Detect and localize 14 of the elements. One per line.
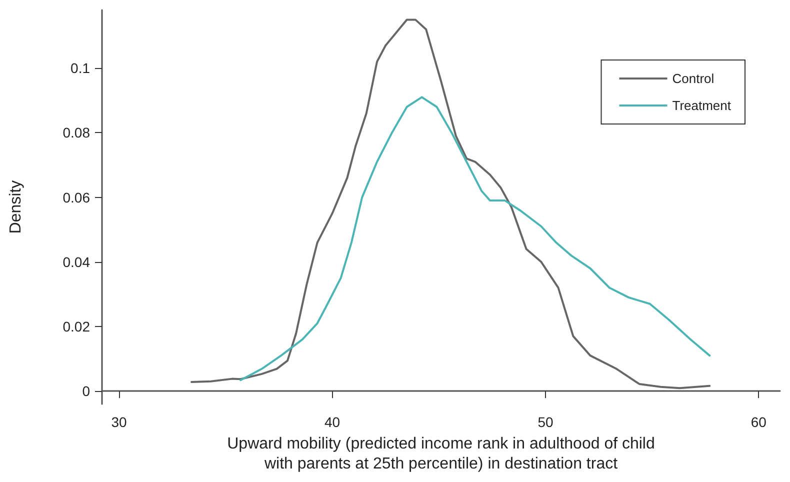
legend-label: Control: [672, 71, 714, 86]
x-axis-title: Upward mobility (predicted income rank in adulthood of child with parents at 25th percentile) in destination tract: [227, 435, 655, 472]
x-tick-label: 30: [111, 414, 128, 430]
x-tick-label: 40: [324, 414, 340, 430]
y-tick-label: 0.1: [70, 60, 90, 76]
y-tick-label: 0.04: [62, 254, 90, 270]
y-tick-label: 0: [82, 383, 90, 400]
y-tick-label: 0.02: [62, 318, 90, 334]
y-tick-label: 0.06: [62, 189, 90, 206]
x-tick-label: 60: [750, 414, 767, 430]
x-tick-label: 50: [538, 414, 554, 430]
y-tick-label: 0.08: [62, 124, 90, 141]
legend-label: Treatment: [672, 98, 732, 113]
y-axis-title: Density: [8, 180, 24, 234]
